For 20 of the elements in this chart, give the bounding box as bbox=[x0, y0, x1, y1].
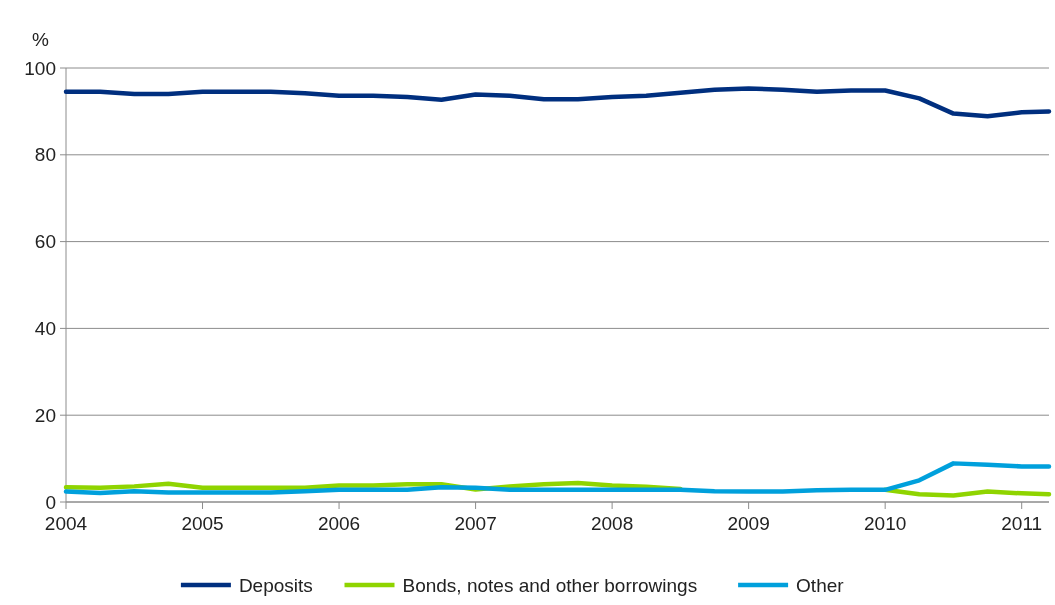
y-tick-label: 20 bbox=[34, 404, 56, 426]
legend-label: Other bbox=[796, 574, 845, 596]
line-series bbox=[63, 461, 1052, 496]
y-tick-label: 80 bbox=[34, 144, 56, 166]
x-tick-label: 2005 bbox=[181, 513, 224, 534]
x-tick-label: 2009 bbox=[727, 513, 770, 534]
y-tick-label: 100 bbox=[24, 57, 56, 79]
x-tick-label: 2008 bbox=[590, 513, 634, 534]
x-tick-label: 2006 bbox=[317, 513, 361, 534]
x-tick-label: 2010 bbox=[864, 513, 907, 534]
x-tick-label: 2011 bbox=[1001, 513, 1043, 534]
legend-label: Deposits bbox=[238, 574, 313, 596]
y-tick-label: 60 bbox=[34, 231, 56, 253]
x-tick-label: 2004 bbox=[44, 513, 88, 534]
y-tick-label: 0 bbox=[45, 491, 56, 513]
x-tick-label: 2007 bbox=[454, 513, 497, 534]
y-axis-title: % bbox=[32, 29, 49, 50]
y-tick-label: 40 bbox=[34, 318, 56, 340]
legend-label: Bonds, notes and other borrowings bbox=[402, 574, 698, 596]
line-series bbox=[63, 86, 1052, 119]
